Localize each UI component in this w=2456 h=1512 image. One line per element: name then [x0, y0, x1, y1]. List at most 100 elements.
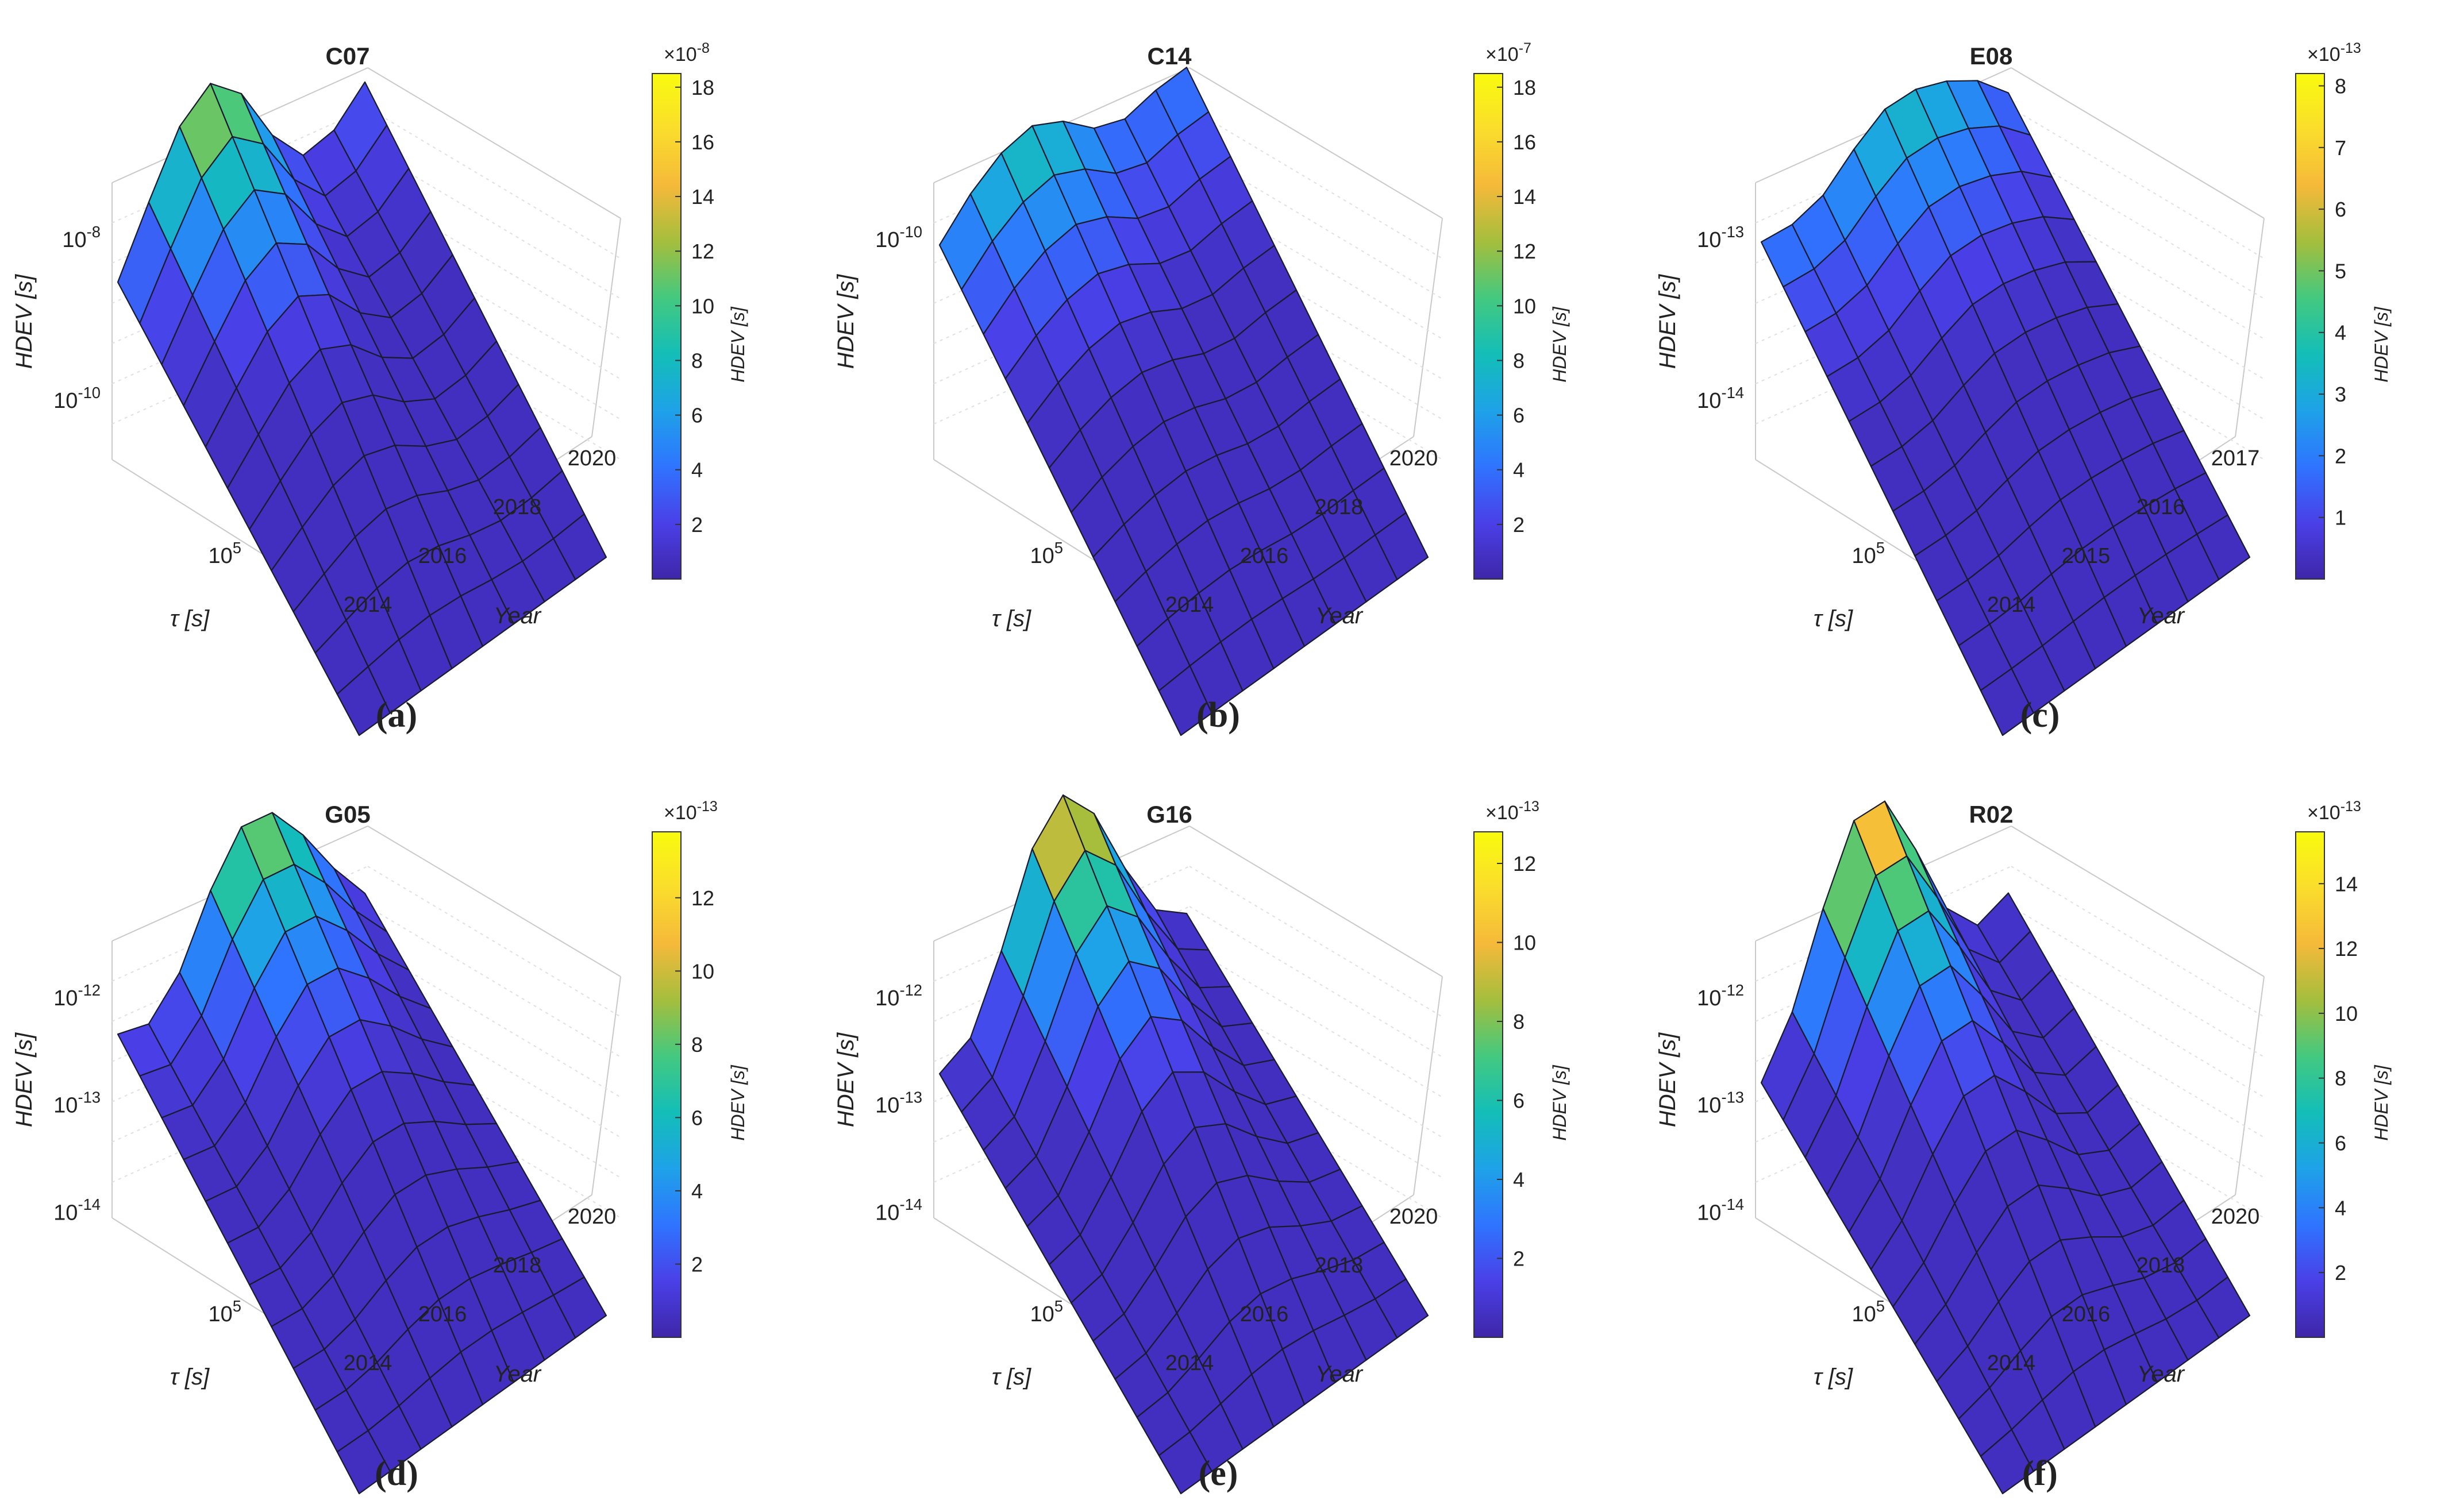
- colorbar-label: HDEV [s]: [1549, 1064, 1570, 1141]
- year-tick-label: 2016: [418, 1302, 467, 1326]
- colorbar-tick-label: 8: [1513, 349, 1525, 372]
- z-tick-label: 10-12: [1697, 981, 1744, 1010]
- year-tick-label: 2018: [1315, 495, 1364, 519]
- year-axis-label: Year: [2137, 603, 2185, 628]
- grid-line: [2011, 148, 2265, 299]
- surface-cell: [336, 1430, 391, 1495]
- hdev-surface: [1760, 800, 2251, 1495]
- grid-line: [2011, 866, 2265, 1017]
- colorbar-tick-label: 8: [2335, 74, 2346, 98]
- grid-line: [2011, 107, 2265, 259]
- side-wall-top: [2011, 67, 2265, 219]
- colorbar-tick-label: 6: [2335, 1132, 2346, 1155]
- z-tick-label: 10-14: [1697, 384, 1744, 413]
- colorbar-tick-label: 4: [2335, 321, 2346, 345]
- year-tick-label: 2014: [1987, 1351, 2036, 1375]
- year-tick-label: 2020: [1389, 446, 1438, 470]
- chart-panel-c14: C14 HDEV [s] τ [s] Year 10-10 105 2014 2016 2018…: [833, 40, 1570, 736]
- year-tick-label: 2018: [493, 495, 542, 519]
- chart-panel-e08: E08 HDEV [s] τ [s] Year 10-13 10-14 105 2014 201…: [1655, 40, 2392, 736]
- year-tick-label: 2014: [1165, 1351, 1214, 1375]
- side-wall-edge: [591, 218, 621, 437]
- colorbar-tick-label: 2: [1513, 513, 1525, 537]
- surface-cell: [1980, 668, 2034, 736]
- hdev-surface: [117, 81, 607, 736]
- colorbar-tick-label: 18: [691, 76, 714, 99]
- colorbar-tick-label: 12: [691, 240, 714, 263]
- colorbar-tick-label: 8: [691, 349, 703, 372]
- hdev-surface: [117, 812, 607, 1495]
- colorbar-tick-label: 14: [2335, 872, 2358, 896]
- tau-tick-label: 105: [1852, 1297, 1885, 1326]
- tau-tick-label: 105: [1030, 539, 1064, 568]
- grid-line: [367, 866, 621, 1017]
- year-tick-label: 2016: [1240, 544, 1289, 568]
- z-tick-label: 10-13: [875, 1089, 922, 1118]
- colorbar-tick-label: 4: [691, 458, 703, 482]
- x-axis-label: τ [s]: [170, 1364, 210, 1390]
- chart-title: R02: [1969, 801, 2013, 828]
- year-axis-label: Year: [494, 1361, 542, 1387]
- year-tick-label: 2014: [344, 593, 392, 617]
- year-axis-label: Year: [494, 603, 542, 628]
- side-wall-top: [367, 67, 621, 219]
- colorbar-tick-label: 4: [691, 1179, 703, 1203]
- panel-label: (d): [375, 1454, 418, 1493]
- year-axis-label: Year: [1315, 603, 1364, 628]
- colorbar-exponent: ×10-8: [664, 40, 710, 65]
- colorbar-tick-label: 6: [1513, 1089, 1525, 1113]
- colorbar-tick-label: 18: [1513, 76, 1536, 99]
- panel-label: (e): [1199, 1454, 1238, 1493]
- tau-tick-label: 105: [209, 1297, 242, 1326]
- year-tick-label: 2015: [2062, 544, 2111, 568]
- colorbar: [1473, 73, 1503, 580]
- y-axis-label: HDEV [s]: [833, 274, 859, 369]
- side-wall-top: [1189, 826, 1443, 977]
- z-tick-label: 10-12: [875, 981, 922, 1010]
- panel-label: (f): [2022, 1454, 2058, 1493]
- surface-cell: [1158, 1431, 1212, 1495]
- year-tick-label: 2014: [1987, 593, 2036, 617]
- colorbar-label: HDEV [s]: [2371, 306, 2392, 383]
- side-wall-top: [2011, 826, 2265, 977]
- colorbar-tick-label: 2: [691, 513, 703, 537]
- z-tick-label: 10-12: [53, 981, 101, 1010]
- colorbar-exponent: ×10-13: [664, 799, 718, 824]
- colorbar: [2295, 73, 2325, 580]
- year-tick-label: 2016: [1240, 1302, 1289, 1326]
- z-tick-label: 10-13: [53, 1089, 101, 1118]
- colorbar-tick-label: 1: [2335, 506, 2346, 530]
- colorbar-exponent: ×10-13: [1485, 799, 1539, 824]
- chart-title: G05: [325, 801, 370, 828]
- colorbar-tick-label: 16: [691, 130, 714, 154]
- x-axis-label: τ [s]: [1814, 1364, 1853, 1390]
- colorbar-tick-label: 6: [2335, 198, 2346, 221]
- grid-line: [1189, 107, 1443, 259]
- chart-title: C07: [325, 43, 369, 70]
- colorbar-label: HDEV [s]: [727, 1064, 748, 1141]
- year-tick-label: 2020: [1389, 1205, 1438, 1229]
- side-wall-edge: [1413, 218, 1443, 437]
- colorbar-tick-label: 10: [2335, 1002, 2358, 1025]
- z-tick-label: 10-14: [875, 1195, 922, 1225]
- year-axis-label: Year: [1315, 1361, 1364, 1387]
- year-tick-label: 2018: [2137, 1253, 2185, 1278]
- year-tick-label: 2020: [2211, 1205, 2260, 1229]
- colorbar-tick-label: 7: [2335, 136, 2346, 160]
- colorbar-label: HDEV [s]: [727, 306, 748, 383]
- hdev-surface: [938, 794, 1429, 1495]
- colorbar-tick-label: 8: [2335, 1067, 2346, 1090]
- colorbar-tick-label: 2: [1513, 1247, 1525, 1271]
- y-axis-label: HDEV [s]: [1655, 274, 1680, 369]
- grid-line: [367, 906, 621, 1058]
- x-axis-label: τ [s]: [992, 606, 1031, 631]
- side-wall-top: [1189, 67, 1443, 219]
- chart-panel-c07: C07 HDEV [s] τ [s] Year 10-8 10-10 105 2014 2016…: [11, 40, 748, 736]
- z-tick-label: 10-14: [53, 1195, 101, 1225]
- colorbar-tick-label: 10: [1513, 931, 1536, 955]
- colorbar-tick-label: 6: [1513, 404, 1525, 427]
- panel-label: (c): [2020, 696, 2060, 735]
- tau-tick-label: 105: [1852, 539, 1885, 568]
- colorbar-tick-label: 8: [691, 1033, 703, 1056]
